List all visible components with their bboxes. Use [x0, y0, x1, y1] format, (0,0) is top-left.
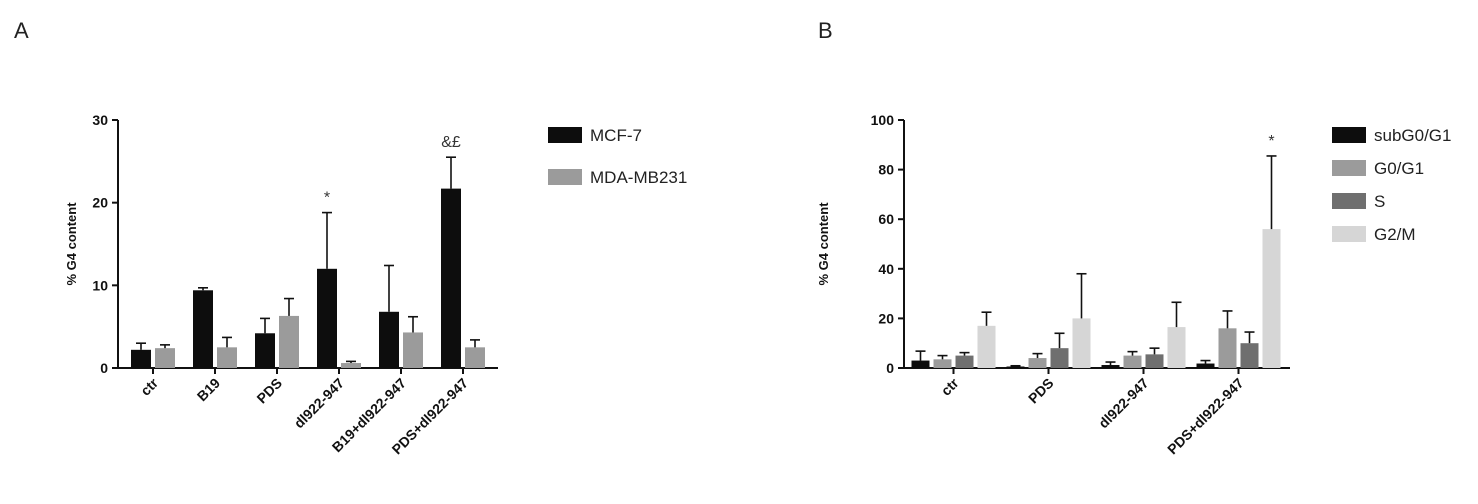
bar: [911, 360, 930, 368]
legend-label: subG0/G1: [1374, 126, 1452, 145]
x-tick-label: ctr: [938, 374, 962, 398]
legend-swatch: [1332, 127, 1366, 143]
bar: [1123, 355, 1142, 368]
bar: [403, 332, 423, 368]
bar: [1218, 328, 1237, 368]
x-tick-label: B19: [194, 375, 224, 405]
bar: [1145, 354, 1164, 368]
bar: [317, 268, 337, 368]
y-tick-label: 0: [100, 360, 108, 376]
y-tick-label: 10: [92, 277, 108, 293]
significance-annotation: *: [1268, 133, 1274, 150]
y-axis-label: % G4 content: [64, 202, 79, 286]
bar: [441, 188, 461, 368]
x-tick-label: PDS: [1025, 375, 1057, 407]
panel-label-a: A: [14, 18, 29, 43]
bar: [155, 348, 175, 368]
legend-label: G2/M: [1374, 225, 1416, 244]
bar: [379, 311, 399, 368]
y-tick-label: 60: [878, 211, 894, 227]
bar: [1028, 358, 1047, 368]
y-tick-label: 20: [878, 310, 894, 326]
bar: [955, 355, 974, 368]
bar: [1262, 229, 1281, 368]
y-tick-label: 30: [92, 112, 108, 128]
y-tick-label: 100: [871, 112, 895, 128]
bar: [193, 290, 213, 368]
bar: [1196, 363, 1215, 368]
legend-label: MDA-MB231: [590, 168, 687, 187]
bar: [217, 347, 237, 368]
bar: [1072, 318, 1091, 368]
x-tick-label: dl922-947: [291, 375, 348, 432]
significance-annotation: &£: [441, 134, 461, 151]
significance-annotation: *: [324, 190, 330, 207]
legend-swatch: [548, 127, 582, 143]
bar: [131, 349, 151, 368]
bar: [977, 325, 996, 368]
legend-label: G0/G1: [1374, 159, 1424, 178]
legend-label: S: [1374, 192, 1385, 211]
bar: [255, 333, 275, 368]
bar: [1240, 343, 1259, 368]
bar: [341, 363, 361, 368]
panel-label-b: B: [818, 18, 833, 43]
bar: [933, 359, 952, 368]
legend-swatch: [1332, 226, 1366, 242]
chart-b: 0 20 40 60 80 100 % G4 content ctr PDS dl922-947 P…: [816, 112, 1452, 457]
bar: [1050, 348, 1069, 368]
y-tick-label: 80: [878, 162, 894, 178]
x-tick-label: ctr: [137, 374, 161, 398]
y-axis-label: % G4 content: [816, 202, 831, 286]
bar: [1006, 366, 1025, 368]
x-tick-label: PDS+dl922-947: [1164, 375, 1247, 458]
legend-label: MCF-7: [590, 126, 642, 145]
y-tick-label: 40: [878, 261, 894, 277]
bar: [279, 315, 299, 368]
legend-swatch: [1332, 193, 1366, 209]
y-tick-label: 20: [92, 195, 108, 211]
bar: [1101, 365, 1120, 368]
x-tick-label: PDS: [253, 375, 285, 407]
legend-swatch: [548, 169, 582, 185]
x-tick-label: dl922-947: [1095, 375, 1152, 432]
bar: [1167, 327, 1186, 368]
legend-swatch: [1332, 160, 1366, 176]
bar: [465, 347, 485, 368]
y-tick-label: 0: [886, 360, 894, 376]
